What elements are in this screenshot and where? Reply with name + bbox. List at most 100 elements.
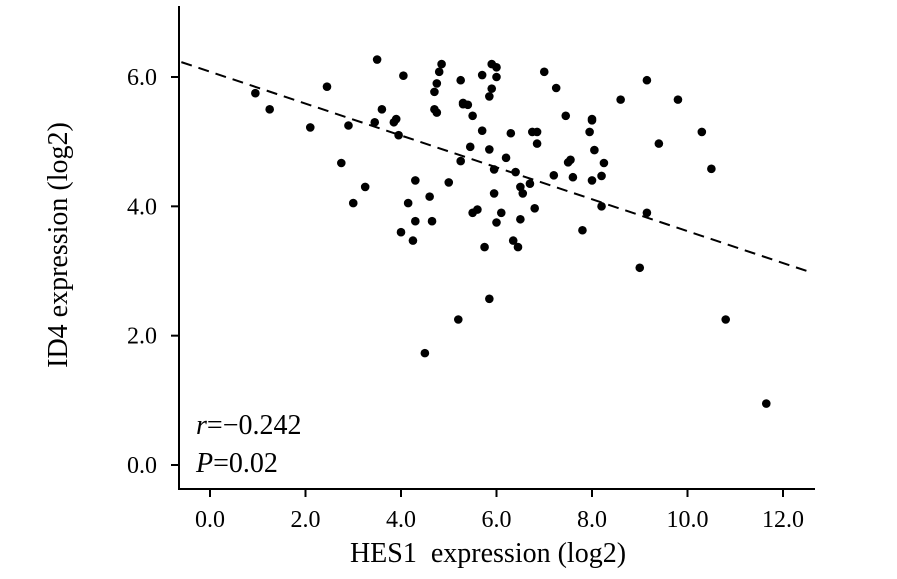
trendline-group [181,61,808,272]
x-tick-label: 6.0 [482,507,512,533]
x-tick-label: 10.0 [667,507,709,533]
y-tick-label: 2.0 [127,324,157,350]
data-point [456,156,465,166]
data-point [477,126,487,135]
data-point [360,182,370,192]
x-tick-label: 8.0 [577,507,607,533]
data-point [516,182,525,192]
data-point [456,75,465,85]
x-tick-label: 2.0 [291,507,321,533]
data-point [337,158,346,168]
data-point [377,105,387,114]
data-point [642,75,652,85]
data-point [411,216,420,226]
r-symbol: r [196,410,207,441]
data-point [513,242,523,252]
data-point [578,225,587,235]
p-value: =0.02 [213,448,278,479]
data-point [496,208,506,218]
data-point [654,139,664,148]
data-point [508,236,518,245]
data-point [265,105,274,114]
r-value: =−0.242 [207,410,302,441]
data-point [518,189,528,198]
data-point [399,71,408,81]
data-point [485,92,494,101]
data-point [477,70,487,80]
data-point [566,155,575,165]
x-tick-label: 0.0 [195,507,225,533]
data-point [511,167,520,177]
y-axis-title: ID4 expression (log2) [43,122,74,368]
data-point [673,95,683,104]
data-point [425,192,434,201]
data-point [480,242,489,252]
data-point [516,214,525,224]
data-point [487,84,497,93]
data-point [437,59,446,69]
x-tick-label: 4.0 [386,507,416,533]
data-point [587,116,597,125]
data-point [432,108,442,117]
data-point [485,294,494,304]
data-point [427,216,437,226]
data-point [532,139,542,148]
data-point [635,263,645,273]
data-point [348,198,358,208]
data-point [408,236,418,245]
data-points [251,55,771,408]
data-point [432,79,442,88]
data-point [394,130,403,140]
data-point [420,348,430,358]
data-point [465,142,475,152]
data-point [642,208,652,218]
data-point [599,158,609,168]
data-point [492,72,501,82]
data-point [344,121,353,130]
data-point [551,83,561,93]
x-axis-title: HES1 expression (log2) [350,538,626,569]
x-ticks: 0.0 2.0 4.0 6.0 8.0 10.0 12.0 [195,489,804,533]
data-point [561,111,571,121]
regression-line [181,61,808,272]
data-point [721,315,730,324]
data-point [492,63,501,72]
data-point [597,171,606,181]
y-tick-label: 6.0 [127,65,157,91]
y-tick-label: 4.0 [127,194,157,220]
data-point [463,100,473,110]
data-point [616,95,625,104]
data-point [411,176,420,185]
data-point [370,117,380,127]
data-point [549,170,559,180]
data-point [539,67,549,77]
data-point [403,198,413,208]
r-statistic: r=−0.242 [196,410,302,441]
data-point [532,127,542,137]
data-point [761,399,771,408]
data-point [444,178,454,187]
data-point [568,172,578,182]
data-point [492,218,501,227]
data-point [585,127,594,137]
x-tick-label: 12.0 [762,507,804,533]
data-point [501,153,511,163]
data-point [454,315,463,324]
y-ticks: 0.0 2.0 4.0 6.0 [127,65,179,479]
data-point [473,205,482,214]
p-symbol: P [195,448,213,479]
data-point [391,114,401,124]
data-point [525,179,535,188]
data-point [434,67,444,77]
data-point [251,88,260,98]
data-point [489,189,499,198]
data-point [597,202,606,211]
data-point [506,128,516,138]
data-point [590,145,599,155]
y-tick-label: 0.0 [127,453,157,479]
data-point [707,164,716,174]
data-point [468,111,477,121]
data-point [587,176,597,185]
data-point [430,87,439,97]
